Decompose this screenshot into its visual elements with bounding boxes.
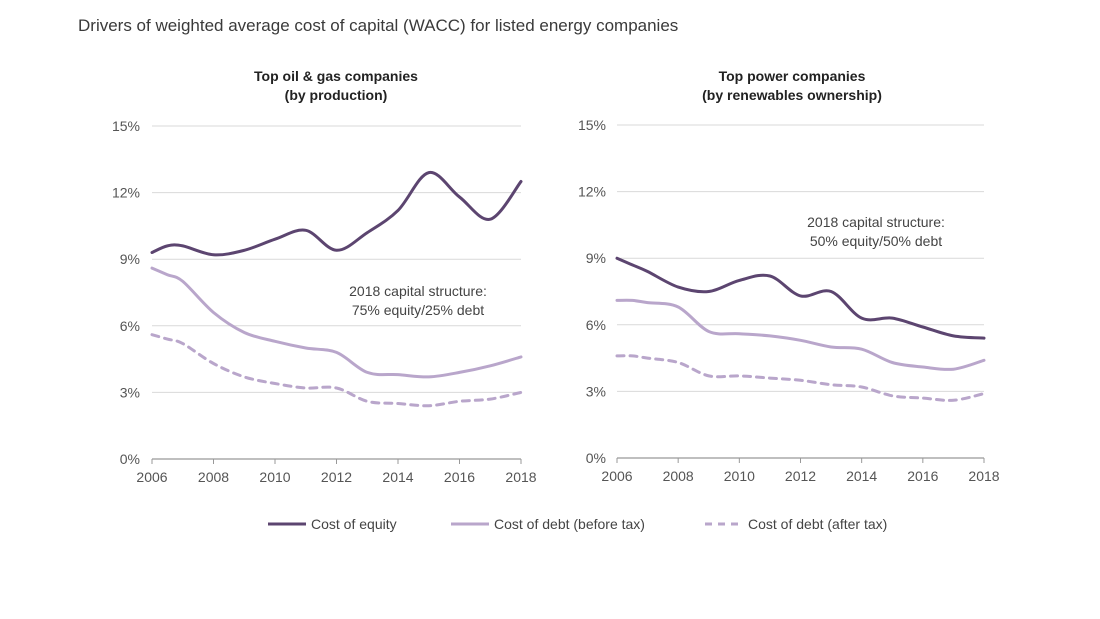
y-tick-label: 3% bbox=[586, 383, 606, 399]
annotation-line-2: 75% equity/25% debt bbox=[352, 302, 484, 318]
debt-before-tax-line bbox=[150, 266, 523, 379]
legend-debt-after-tax-label: Cost of debt (after tax) bbox=[748, 516, 887, 532]
debt-after-tax-line bbox=[150, 333, 523, 408]
debt-after-tax-line bbox=[615, 354, 986, 402]
y-tick-label: 15% bbox=[578, 117, 606, 133]
y-tick-label: 9% bbox=[120, 251, 140, 267]
x-tick-label: 2018 bbox=[505, 469, 536, 485]
x-tick-label: 2010 bbox=[259, 469, 290, 485]
x-tick-label: 2016 bbox=[444, 469, 475, 485]
main-title: Drivers of weighted average cost of capi… bbox=[78, 16, 679, 35]
y-tick-label: 12% bbox=[578, 184, 606, 200]
y-tick-label: 3% bbox=[120, 384, 140, 400]
x-tick-label: 2008 bbox=[663, 468, 694, 484]
annotation-line-1: 2018 capital structure: bbox=[349, 283, 487, 299]
y-tick-label: 0% bbox=[120, 451, 140, 467]
x-tick-label: 2006 bbox=[136, 469, 167, 485]
panel-subtitle: (by renewables ownership) bbox=[702, 87, 882, 103]
x-tick-label: 2016 bbox=[907, 468, 938, 484]
y-tick-label: 0% bbox=[586, 450, 606, 466]
legend: Cost of equity Cost of debt (before tax) C… bbox=[268, 516, 887, 532]
y-tick-label: 6% bbox=[120, 318, 140, 334]
x-tick-label: 2012 bbox=[785, 468, 816, 484]
annotation-line-1: 2018 capital structure: bbox=[807, 214, 945, 230]
legend-equity-label: Cost of equity bbox=[311, 516, 397, 532]
panel-title: Top oil & gas companies bbox=[254, 68, 418, 84]
y-tick-label: 12% bbox=[112, 185, 140, 201]
panel-power: Top power companies (by renewables owners… bbox=[578, 68, 1000, 484]
x-tick-label: 2010 bbox=[724, 468, 755, 484]
debt-before-tax-line bbox=[615, 298, 986, 371]
y-tick-label: 9% bbox=[586, 250, 606, 266]
y-tick-label: 6% bbox=[586, 317, 606, 333]
x-tick-label: 2006 bbox=[601, 468, 632, 484]
annotation-line-2: 50% equity/50% debt bbox=[810, 233, 942, 249]
equity-line bbox=[615, 256, 986, 340]
x-tick-label: 2018 bbox=[968, 468, 999, 484]
panel-title: Top power companies bbox=[719, 68, 866, 84]
legend-debt-before-tax-label: Cost of debt (before tax) bbox=[494, 516, 645, 532]
x-tick-label: 2014 bbox=[382, 469, 413, 485]
panel-subtitle: (by production) bbox=[285, 87, 388, 103]
y-tick-label: 15% bbox=[112, 118, 140, 134]
x-tick-label: 2012 bbox=[321, 469, 352, 485]
x-tick-label: 2014 bbox=[846, 468, 877, 484]
panel-oil-gas: Top oil & gas companies (by production) 0%… bbox=[112, 68, 537, 485]
equity-line bbox=[150, 171, 523, 257]
x-tick-label: 2008 bbox=[198, 469, 229, 485]
